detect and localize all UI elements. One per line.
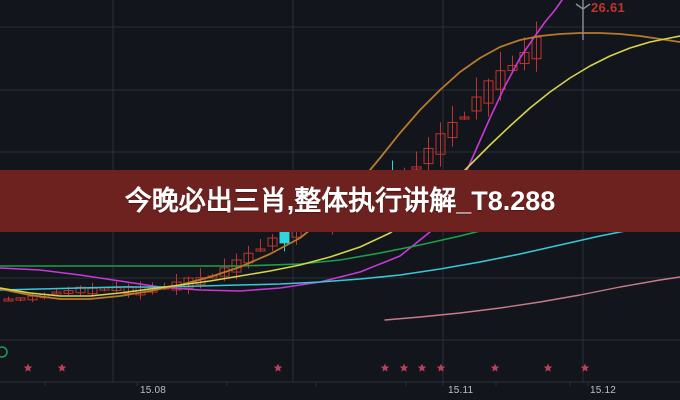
axis-lines	[0, 381, 680, 386]
x-axis-label: 15.11	[448, 385, 474, 396]
x-axis-label: 15.12	[590, 385, 617, 396]
candlestick-series	[3, 21, 542, 303]
promo-banner-text: 今晚必出三肖,整体执行讲解_T8.288	[124, 185, 556, 216]
x-axis-label: 15.08	[140, 385, 167, 396]
signal-markers	[0, 346, 590, 372]
promo-banner-overlay[interactable]: 今晚必出三肖,整体执行讲解_T8.288	[0, 170, 680, 232]
price-crosshair	[575, 0, 591, 40]
moving-average-lines	[0, 0, 680, 321]
price-label: 26.61	[591, 0, 626, 15]
